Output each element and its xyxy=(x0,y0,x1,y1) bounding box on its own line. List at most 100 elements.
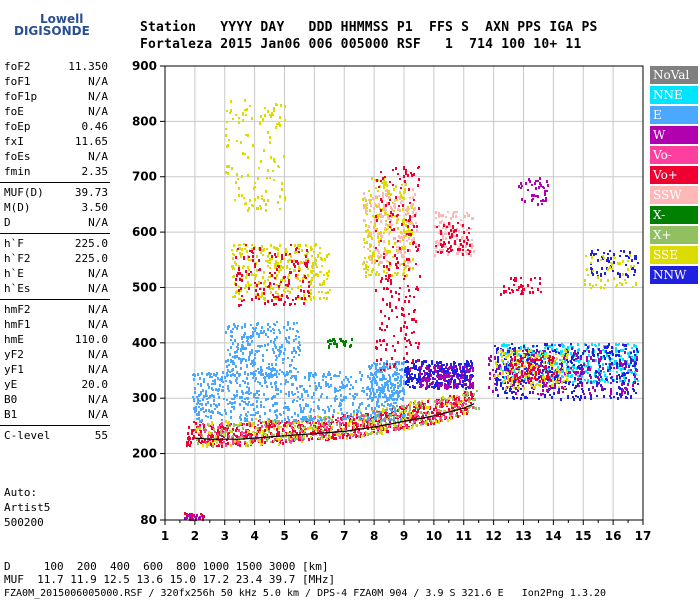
data-point xyxy=(439,412,441,415)
data-point xyxy=(351,433,353,436)
data-point xyxy=(462,368,464,371)
data-point xyxy=(527,368,529,371)
data-point xyxy=(272,425,274,428)
data-point xyxy=(501,359,503,362)
data-point xyxy=(305,404,307,407)
data-point xyxy=(256,207,258,210)
data-point xyxy=(258,167,260,169)
data-point xyxy=(369,397,371,399)
data-point xyxy=(580,371,582,373)
data-point xyxy=(577,366,579,369)
data-point xyxy=(378,387,380,389)
param-value: 110.0 xyxy=(74,333,108,346)
data-point xyxy=(398,422,400,425)
data-point xyxy=(497,394,499,397)
data-point xyxy=(366,419,368,421)
data-point xyxy=(279,283,281,286)
data-point xyxy=(326,437,328,440)
data-point xyxy=(367,266,369,268)
data-point xyxy=(436,405,438,407)
data-point xyxy=(371,381,373,384)
data-point xyxy=(231,265,233,268)
data-point xyxy=(384,382,386,384)
data-point xyxy=(561,365,563,368)
data-point xyxy=(316,266,318,268)
data-point xyxy=(213,403,215,405)
data-point xyxy=(339,389,341,391)
data-point xyxy=(432,417,434,420)
data-point xyxy=(411,380,413,382)
data-point xyxy=(630,369,632,371)
data-point xyxy=(386,360,388,363)
data-point xyxy=(544,350,546,352)
data-point xyxy=(577,343,579,346)
data-point xyxy=(404,231,406,234)
data-point xyxy=(267,255,269,258)
data-point xyxy=(408,372,410,375)
data-point xyxy=(341,433,343,435)
data-point xyxy=(401,368,403,371)
data-point xyxy=(604,357,606,360)
data-point xyxy=(441,365,443,367)
data-point xyxy=(289,424,291,427)
data-point xyxy=(258,371,260,374)
data-point xyxy=(511,380,513,383)
data-point xyxy=(368,404,370,407)
data-point xyxy=(542,373,544,376)
data-point xyxy=(497,347,499,350)
data-point xyxy=(242,380,244,382)
data-point xyxy=(602,349,604,351)
data-point xyxy=(361,374,363,377)
data-point xyxy=(340,408,342,411)
data-point xyxy=(248,387,250,390)
data-point xyxy=(456,383,458,386)
data-point xyxy=(280,104,282,107)
param-row: foE N/A xyxy=(4,105,108,119)
data-point xyxy=(574,377,576,380)
data-point xyxy=(195,406,197,409)
data-point xyxy=(356,416,358,419)
data-point xyxy=(241,279,243,282)
data-point xyxy=(582,373,584,375)
param-row: yF1 N/A xyxy=(4,363,108,377)
data-point xyxy=(536,356,538,358)
data-point xyxy=(373,421,375,424)
data-point xyxy=(193,429,195,431)
data-point xyxy=(428,379,430,382)
data-point xyxy=(511,351,513,353)
data-point xyxy=(276,336,278,339)
data-point xyxy=(328,371,330,374)
data-point xyxy=(323,274,325,276)
data-point xyxy=(571,347,573,350)
data-point xyxy=(207,435,209,438)
data-point xyxy=(424,404,426,406)
data-point xyxy=(602,367,604,370)
data-point xyxy=(453,402,455,405)
data-point xyxy=(255,370,257,372)
data-point xyxy=(248,393,250,395)
data-point xyxy=(250,433,252,436)
data-point xyxy=(449,375,451,377)
data-point xyxy=(287,416,289,419)
data-point xyxy=(521,364,523,367)
data-point xyxy=(199,424,201,427)
data-point xyxy=(260,401,262,403)
data-point xyxy=(268,373,270,376)
data-point xyxy=(349,388,351,390)
data-point xyxy=(234,356,236,359)
data-point xyxy=(437,370,439,373)
data-point xyxy=(366,207,368,209)
data-point xyxy=(198,440,200,443)
data-point xyxy=(254,186,256,188)
data-point xyxy=(211,423,213,426)
data-point xyxy=(567,361,569,363)
data-point xyxy=(452,405,454,407)
data-point xyxy=(441,405,443,408)
data-point xyxy=(247,134,249,137)
data-point xyxy=(299,404,301,407)
data-point xyxy=(426,420,428,423)
data-point xyxy=(388,240,390,243)
data-point xyxy=(621,391,623,393)
data-point xyxy=(633,381,635,384)
data-point xyxy=(403,380,405,383)
